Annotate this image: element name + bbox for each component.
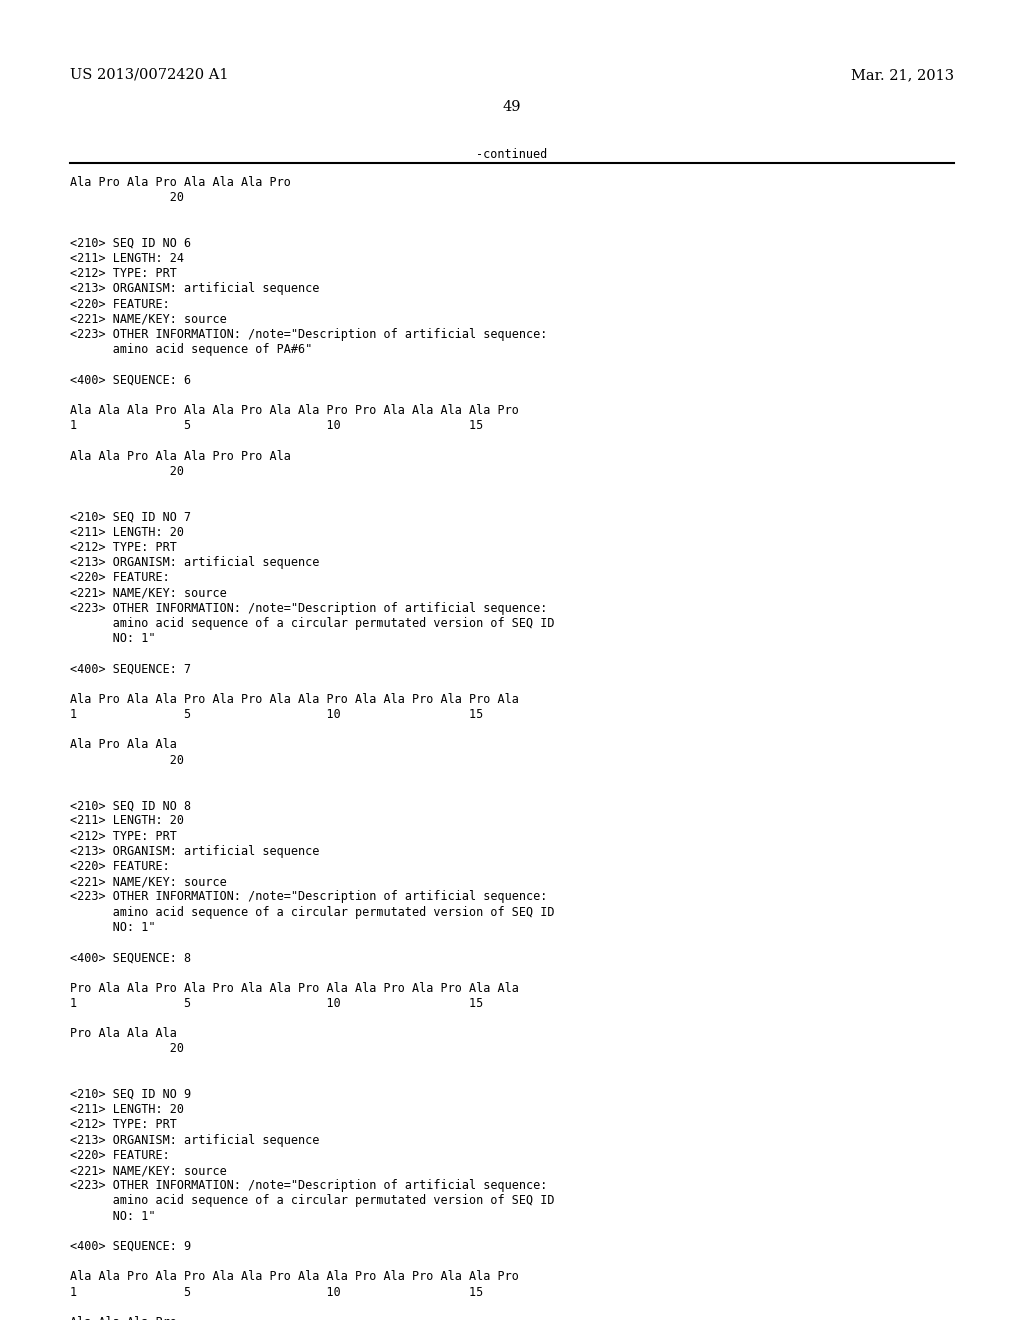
Text: <211> LENGTH: 20: <211> LENGTH: 20 bbox=[70, 525, 183, 539]
Text: NO: 1": NO: 1" bbox=[70, 632, 155, 645]
Text: amino acid sequence of a circular permutated version of SEQ ID: amino acid sequence of a circular permut… bbox=[70, 1195, 554, 1208]
Text: Ala Ala Ala Pro Ala Ala Pro Ala Ala Pro Pro Ala Ala Ala Ala Pro: Ala Ala Ala Pro Ala Ala Pro Ala Ala Pro … bbox=[70, 404, 518, 417]
Text: Ala Ala Ala Pro: Ala Ala Ala Pro bbox=[70, 1316, 176, 1320]
Text: <221> NAME/KEY: source: <221> NAME/KEY: source bbox=[70, 313, 226, 326]
Text: Pro Ala Ala Pro Ala Pro Ala Ala Pro Ala Ala Pro Ala Pro Ala Ala: Pro Ala Ala Pro Ala Pro Ala Ala Pro Ala … bbox=[70, 982, 518, 994]
Text: Ala Ala Pro Ala Pro Ala Ala Pro Ala Ala Pro Ala Pro Ala Ala Pro: Ala Ala Pro Ala Pro Ala Ala Pro Ala Ala … bbox=[70, 1270, 518, 1283]
Text: Ala Pro Ala Pro Ala Ala Ala Pro: Ala Pro Ala Pro Ala Ala Ala Pro bbox=[70, 176, 291, 189]
Text: 1               5                   10                  15: 1 5 10 15 bbox=[70, 1286, 483, 1299]
Text: <221> NAME/KEY: source: <221> NAME/KEY: source bbox=[70, 1164, 226, 1177]
Text: <211> LENGTH: 20: <211> LENGTH: 20 bbox=[70, 814, 183, 828]
Text: amino acid sequence of PA#6": amino acid sequence of PA#6" bbox=[70, 343, 312, 356]
Text: 1               5                   10                  15: 1 5 10 15 bbox=[70, 420, 483, 432]
Text: <400> SEQUENCE: 6: <400> SEQUENCE: 6 bbox=[70, 374, 190, 387]
Text: <220> FEATURE:: <220> FEATURE: bbox=[70, 861, 169, 873]
Text: NO: 1": NO: 1" bbox=[70, 1209, 155, 1222]
Text: -continued: -continued bbox=[476, 148, 548, 161]
Text: <210> SEQ ID NO 6: <210> SEQ ID NO 6 bbox=[70, 236, 190, 249]
Text: Mar. 21, 2013: Mar. 21, 2013 bbox=[851, 69, 954, 82]
Text: NO: 1": NO: 1" bbox=[70, 921, 155, 933]
Text: 49: 49 bbox=[503, 100, 521, 114]
Text: Ala Ala Pro Ala Ala Pro Pro Ala: Ala Ala Pro Ala Ala Pro Pro Ala bbox=[70, 450, 291, 462]
Text: <210> SEQ ID NO 8: <210> SEQ ID NO 8 bbox=[70, 799, 190, 812]
Text: <213> ORGANISM: artificial sequence: <213> ORGANISM: artificial sequence bbox=[70, 556, 319, 569]
Text: <220> FEATURE:: <220> FEATURE: bbox=[70, 1148, 169, 1162]
Text: <212> TYPE: PRT: <212> TYPE: PRT bbox=[70, 829, 176, 842]
Text: <220> FEATURE:: <220> FEATURE: bbox=[70, 297, 169, 310]
Text: <223> OTHER INFORMATION: /note="Description of artificial sequence:: <223> OTHER INFORMATION: /note="Descript… bbox=[70, 327, 547, 341]
Text: amino acid sequence of a circular permutated version of SEQ ID: amino acid sequence of a circular permut… bbox=[70, 616, 554, 630]
Text: <213> ORGANISM: artificial sequence: <213> ORGANISM: artificial sequence bbox=[70, 282, 319, 296]
Text: Ala Pro Ala Ala: Ala Pro Ala Ala bbox=[70, 738, 176, 751]
Text: <400> SEQUENCE: 9: <400> SEQUENCE: 9 bbox=[70, 1239, 190, 1253]
Text: <223> OTHER INFORMATION: /note="Description of artificial sequence:: <223> OTHER INFORMATION: /note="Descript… bbox=[70, 1179, 547, 1192]
Text: <221> NAME/KEY: source: <221> NAME/KEY: source bbox=[70, 586, 226, 599]
Text: <212> TYPE: PRT: <212> TYPE: PRT bbox=[70, 267, 176, 280]
Text: <400> SEQUENCE: 8: <400> SEQUENCE: 8 bbox=[70, 952, 190, 964]
Text: <212> TYPE: PRT: <212> TYPE: PRT bbox=[70, 1118, 176, 1131]
Text: <210> SEQ ID NO 7: <210> SEQ ID NO 7 bbox=[70, 511, 190, 524]
Text: <223> OTHER INFORMATION: /note="Description of artificial sequence:: <223> OTHER INFORMATION: /note="Descript… bbox=[70, 602, 547, 615]
Text: Pro Ala Ala Ala: Pro Ala Ala Ala bbox=[70, 1027, 176, 1040]
Text: US 2013/0072420 A1: US 2013/0072420 A1 bbox=[70, 69, 228, 82]
Text: <213> ORGANISM: artificial sequence: <213> ORGANISM: artificial sequence bbox=[70, 845, 319, 858]
Text: <210> SEQ ID NO 9: <210> SEQ ID NO 9 bbox=[70, 1088, 190, 1101]
Text: 20: 20 bbox=[70, 754, 183, 767]
Text: <211> LENGTH: 24: <211> LENGTH: 24 bbox=[70, 252, 183, 265]
Text: Ala Pro Ala Ala Pro Ala Pro Ala Ala Pro Ala Ala Pro Ala Pro Ala: Ala Pro Ala Ala Pro Ala Pro Ala Ala Pro … bbox=[70, 693, 518, 706]
Text: <400> SEQUENCE: 7: <400> SEQUENCE: 7 bbox=[70, 663, 190, 676]
Text: amino acid sequence of a circular permutated version of SEQ ID: amino acid sequence of a circular permut… bbox=[70, 906, 554, 919]
Text: <211> LENGTH: 20: <211> LENGTH: 20 bbox=[70, 1104, 183, 1117]
Text: 20: 20 bbox=[70, 1043, 183, 1056]
Text: 20: 20 bbox=[70, 465, 183, 478]
Text: <220> FEATURE:: <220> FEATURE: bbox=[70, 572, 169, 585]
Text: <221> NAME/KEY: source: <221> NAME/KEY: source bbox=[70, 875, 226, 888]
Text: <213> ORGANISM: artificial sequence: <213> ORGANISM: artificial sequence bbox=[70, 1134, 319, 1147]
Text: 1               5                   10                  15: 1 5 10 15 bbox=[70, 708, 483, 721]
Text: <223> OTHER INFORMATION: /note="Description of artificial sequence:: <223> OTHER INFORMATION: /note="Descript… bbox=[70, 891, 547, 903]
Text: 1               5                   10                  15: 1 5 10 15 bbox=[70, 997, 483, 1010]
Text: <212> TYPE: PRT: <212> TYPE: PRT bbox=[70, 541, 176, 554]
Text: 20: 20 bbox=[70, 191, 183, 205]
